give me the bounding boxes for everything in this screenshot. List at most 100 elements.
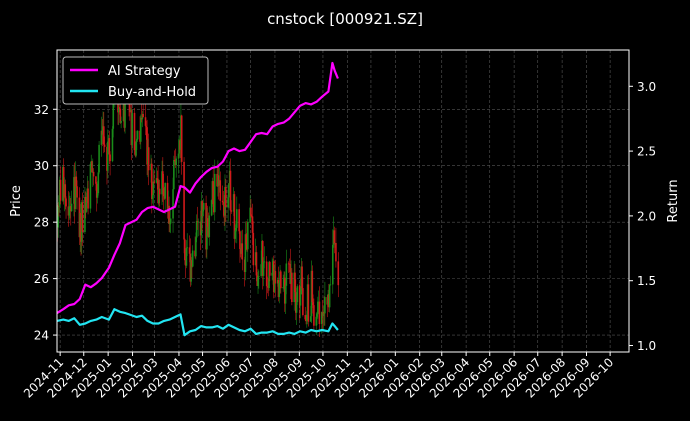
candle-body [246,221,249,250]
candle-body [70,203,73,212]
candle-body [316,314,318,317]
candle-body [184,239,186,261]
y-tick-label: 24 [34,329,49,343]
candle-body [195,221,198,238]
candle-body [233,194,236,239]
candle-body [309,316,312,322]
candle-body [234,230,237,239]
candle-body [250,215,253,217]
candle-body [59,179,62,201]
candle-body [95,176,97,184]
candle-body [251,216,254,233]
candle-body [188,247,191,254]
candle-body [169,223,171,225]
y2-axis-label: Return [666,179,681,222]
candle-body [324,297,326,314]
candle-body [307,284,310,322]
candle-body [106,141,109,171]
candle-body [111,128,114,162]
chart-title: cnstock [000921.SZ] [267,10,423,28]
candle-body [74,176,77,210]
candle-body [64,184,67,199]
candle-body [120,121,122,123]
candle-body [206,218,209,227]
candle-body [265,261,268,287]
candle-body [131,112,133,146]
candle-body [153,181,155,183]
candle-body [285,263,288,286]
candle-body [65,198,67,207]
candle-body [318,301,321,325]
candle-body [97,172,100,194]
candle-body [112,92,115,129]
candle-body [190,260,192,282]
series-lines [56,61,339,337]
candle-body [224,187,227,208]
candle-body [241,243,244,260]
candle-body [302,288,304,316]
candle-body [124,87,126,128]
candle-body [328,284,331,308]
candle-body [95,183,98,198]
candle-body [306,314,308,321]
candle-body [260,264,262,277]
y-axis-label: Price [9,185,24,217]
candle-body [135,141,137,156]
candle-body [119,108,122,123]
candle-body [68,206,70,216]
candle-body [200,201,203,236]
candle-body [315,316,318,326]
candle-body [136,139,138,142]
y-axis-right: 1.0 1.5 2.0 2.5 3.0 [629,80,656,353]
candle-body [186,247,189,249]
candle-body [136,130,139,140]
candle-body [195,237,197,257]
candle-body [304,315,307,320]
candle-body [146,127,148,165]
candle-body [162,187,165,197]
candle-body [221,200,224,203]
candle-body [322,311,325,317]
candle-body [151,163,153,200]
candle-body [202,202,205,210]
candle-body [169,218,172,224]
candle-body [197,221,200,223]
candle-body [294,272,296,293]
y-axis-left: 24 26 28 30 32 [34,103,57,343]
candle-body [284,285,287,304]
candle-body [263,261,266,263]
candle-body [133,112,136,151]
candlesticks [56,70,340,337]
candle-body [175,158,177,165]
candle-body [92,171,95,177]
candle-body [89,163,92,209]
candle-body [212,181,214,205]
candle-body [331,244,334,285]
candle-body [103,126,105,145]
candle-body [335,243,337,262]
y-tick-label: 30 [34,159,49,173]
candle-body [244,234,247,273]
candle-body [235,227,237,231]
candle-body [245,234,248,245]
candle-body [229,170,232,211]
candle-body [103,144,106,147]
candle-body [164,182,166,199]
candle-body [202,209,204,217]
y2-tick-label: 2.0 [637,209,656,223]
candle-body [155,178,158,183]
candle-body [227,197,229,208]
candle-body [311,270,314,303]
candle-body [235,209,238,228]
candle-body [230,210,233,212]
candle-body [299,294,302,306]
candle-body [84,196,86,233]
legend-label-ai-strategy: AI Strategy [108,64,181,79]
candle-body [118,107,121,109]
candle-body [100,130,103,145]
candle-body [173,159,175,190]
candle-body [168,205,170,224]
y2-tick-label: 3.0 [637,80,656,94]
series-line-ai-strategy [56,61,339,315]
candle-body [109,154,111,162]
